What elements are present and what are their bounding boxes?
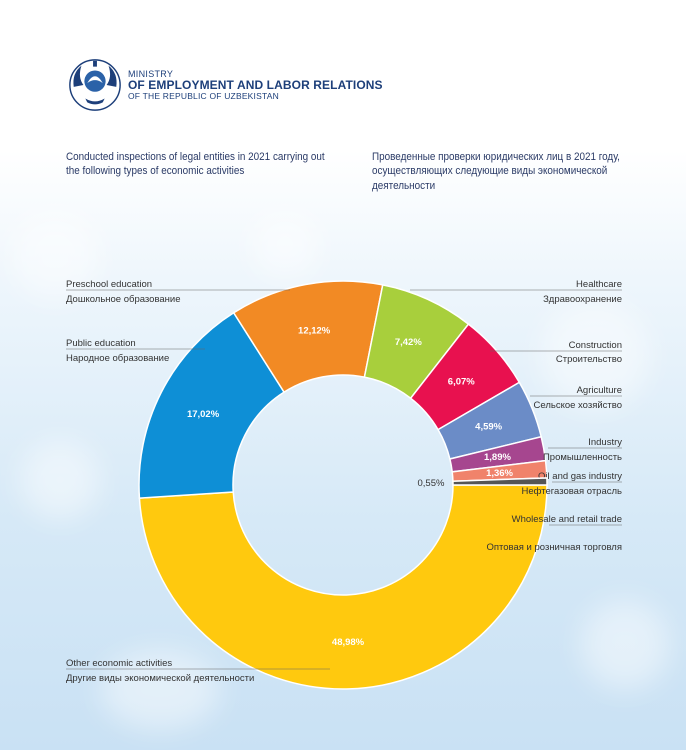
category-label-ru: Промышленность [543, 452, 622, 463]
category-label-ru: Народное образование [66, 353, 169, 364]
data-label: 0,55% [418, 478, 445, 489]
category-label-ru: Дошкольное образование [66, 294, 181, 305]
category-label-ru: Нефтегазовая отрасль [522, 486, 623, 497]
chart-title-ru: Проведенные проверки юридических лиц в 2… [372, 151, 620, 192]
ministry-line-2: OF EMPLOYMENT AND LABOR RELATIONS [128, 77, 383, 92]
data-label: 12,12% [298, 326, 331, 337]
chart-title-en: Conducted inspections of legal entities … [66, 151, 325, 178]
pie-slice [138, 484, 548, 690]
category-label-en: Public education [66, 338, 136, 349]
data-label: 48,98% [332, 637, 365, 648]
state-emblem-icon [69, 59, 121, 111]
ministry-line-3: OF THE REPUBLIC OF UZBEKISTAN [128, 90, 279, 101]
data-label: 1,36% [486, 468, 513, 479]
data-label: 6,07% [448, 377, 475, 388]
data-label: 1,89% [484, 452, 511, 463]
data-label: 7,42% [395, 337, 422, 348]
pie-slice [452, 477, 548, 486]
category-label-en: Healthcare [576, 279, 622, 290]
category-label-en: Other economic activities [66, 658, 172, 669]
ministry-header: MINISTRY OF EMPLOYMENT AND LABOR RELATIO… [66, 56, 383, 114]
data-label: 17,02% [187, 409, 220, 420]
ministry-line-1: MINISTRY [128, 68, 174, 79]
category-label-ru: Сельское хозяйство [534, 400, 623, 411]
category-label-en: Agriculture [577, 385, 622, 396]
pie-slice [138, 311, 286, 499]
category-label-en: Oil and gas industry [538, 471, 622, 482]
category-label-en: Industry [588, 437, 622, 448]
data-label: 4,59% [475, 421, 502, 432]
category-label-en: Construction [569, 340, 622, 351]
category-label-ru: Другие виды экономической деятельности [66, 673, 254, 684]
category-label-en: Preschool education [66, 279, 152, 290]
category-label-ru: Строительство [556, 354, 622, 365]
category-label-en: Wholesale and retail trade [512, 514, 622, 525]
category-label-ru: Оптовая и розничная торговля [486, 542, 622, 553]
category-label-ru: Здравоохранение [543, 294, 622, 305]
